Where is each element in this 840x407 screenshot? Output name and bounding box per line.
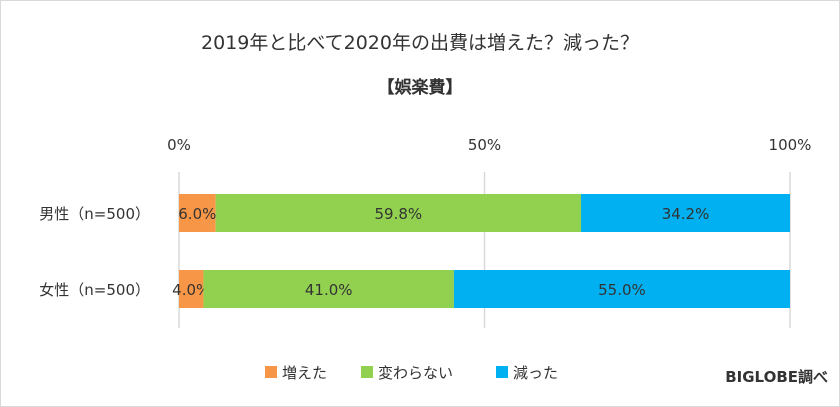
data-label: 41.0% — [305, 281, 353, 299]
legend-label: 変わらない — [378, 364, 453, 382]
data-label: 34.2% — [662, 205, 710, 223]
legend-label: 増えた — [282, 364, 327, 382]
data-label: 4.0% — [172, 281, 210, 299]
legend-swatch — [361, 366, 373, 378]
data-label: 55.0% — [598, 281, 646, 299]
bar-segment — [179, 270, 204, 308]
legend-swatch — [496, 366, 508, 378]
x-tick-label: 0% — [167, 136, 191, 154]
x-tick-label: 100% — [769, 136, 812, 154]
bar-segment — [203, 270, 454, 308]
chart-title: 2019年と比べて2020年の出費は増えた？減った？ — [201, 32, 639, 54]
category-label: 女性（n=500） — [39, 281, 150, 299]
data-label: 59.8% — [375, 205, 423, 223]
category-label: 男性（n=500） — [39, 205, 150, 223]
legend-swatch — [265, 366, 277, 378]
x-tick-label: 50% — [468, 136, 501, 154]
bar-segment — [453, 270, 790, 308]
bar-segment — [179, 194, 216, 232]
legend-label: 減った — [513, 364, 558, 382]
data-label: 6.0% — [178, 205, 216, 223]
bar-segment — [581, 194, 790, 232]
chart-subtitle: 【娯楽費】 — [378, 77, 463, 98]
bar-segment — [215, 194, 582, 232]
source-note: BIGLOBE調べ — [725, 368, 828, 386]
